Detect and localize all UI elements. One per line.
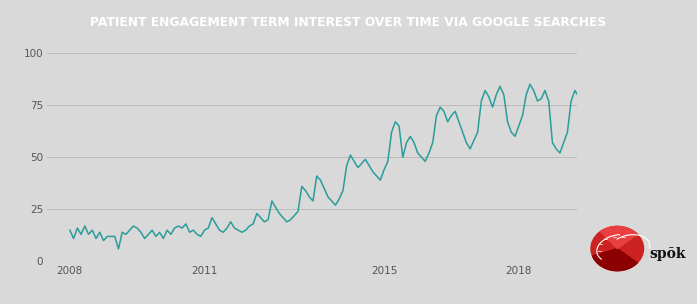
Text: spōk: spōk — [650, 247, 686, 261]
Wedge shape — [600, 226, 637, 249]
Circle shape — [591, 226, 643, 271]
Wedge shape — [592, 249, 637, 271]
Text: PATIENT ENGAGEMENT TERM INTEREST OVER TIME VIA GOOGLE SEARCHES: PATIENT ENGAGEMENT TERM INTEREST OVER TI… — [91, 16, 606, 29]
